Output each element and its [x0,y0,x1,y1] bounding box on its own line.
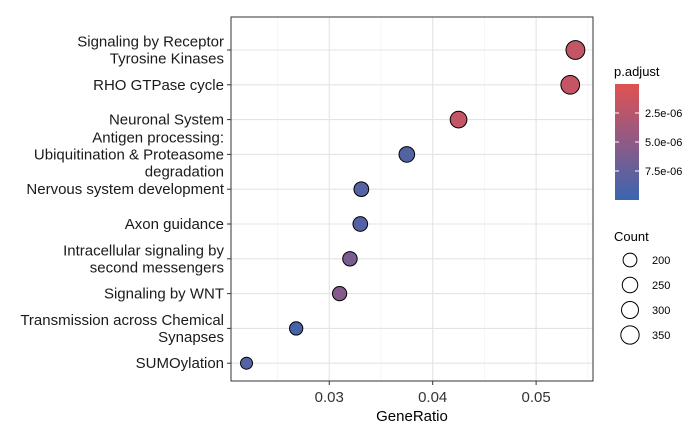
size-legend-circle [621,276,639,294]
category-label: Signaling by WNT [104,286,224,303]
x-axis-ticks: 0.03 0.04 0.05 [315,381,551,406]
size-legend-label: 250 [652,280,670,292]
data-point [449,110,468,129]
x-tick-label: 0.05 [522,389,551,406]
color-legend-title: p.adjust [614,64,660,79]
x-tick-label: 0.03 [315,389,344,406]
color-legend-label: 2.5e-06 [645,108,682,120]
plot-border [230,16,594,382]
category-label: Tyrosine Kinases [110,51,224,68]
data-point [565,40,586,60]
data-point [342,251,358,267]
category-label: Signaling by Receptor [77,34,224,51]
category-label: Intracellular signaling by [63,242,224,259]
color-legend: p.adjust 2.5e-06 5.0e-06 7.5e-06 [614,64,682,200]
category-label: Neuronal System [109,112,224,129]
category-label: RHO GTPase cycle [93,77,224,94]
category-label: second messengers [90,259,224,276]
data-points [240,40,586,370]
data-point [289,321,304,336]
size-legend-circle [621,301,639,319]
grid-lines [231,17,593,381]
category-label: Antigen processing: [92,129,224,146]
data-point [353,181,370,198]
data-point [240,356,254,370]
data-point [352,216,369,232]
size-legend-title: Count [614,229,649,244]
x-tick-label: 0.04 [418,389,447,406]
category-label: Axon guidance [125,216,224,233]
x-axis-title: GeneRatio [376,408,448,425]
category-label: Nervous system development [26,181,224,198]
size-legend-label: 300 [652,305,670,317]
size-legend-circle [620,325,640,345]
color-legend-label: 7.5e-06 [645,166,682,178]
category-label: Transmission across Chemical [20,312,224,329]
plot-panel [231,17,593,381]
data-point [331,285,348,302]
data-point [398,146,416,163]
category-label: degradation [145,163,224,180]
size-legend-label: 200 [652,255,670,267]
size-legend-label: 350 [652,330,670,342]
data-point [560,74,581,95]
size-legend-circle [622,252,638,268]
category-label: Ubiquitination & Proteasome [34,146,224,163]
category-label: Synapses [158,329,224,346]
category-label: SUMOylation [136,355,224,372]
color-legend-label: 5.0e-06 [645,137,682,149]
